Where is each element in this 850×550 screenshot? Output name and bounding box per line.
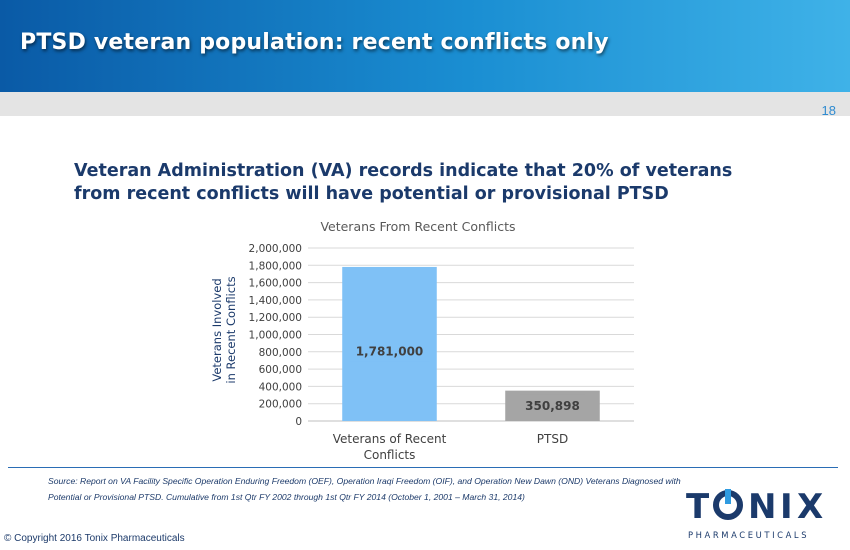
y-tick-label: 800,000 [259, 347, 302, 359]
logo-subtext: PHARMACEUTICALS [688, 530, 809, 540]
title-banner: PTSD veteran population: recent conflict… [0, 0, 850, 92]
y-tick-label: 1,200,000 [249, 312, 302, 324]
y-axis-title-line: Veterans Involved [210, 278, 224, 381]
source-note: Source: Report on VA Facility Specific O… [48, 476, 681, 502]
svg-text:N: N [748, 487, 776, 527]
y-tick-label: 2,000,000 [249, 243, 302, 255]
y-tick-label: 600,000 [259, 364, 302, 376]
y-tick-label: 1,400,000 [249, 295, 302, 307]
page-number: 18 [821, 103, 836, 118]
data-label: 350,898 [525, 399, 580, 413]
chart-title: Veterans From Recent Conflicts [320, 219, 515, 234]
y-tick-label: 0 [295, 416, 302, 428]
data-label-box [519, 394, 586, 416]
y-tick-label: 1,600,000 [249, 278, 302, 290]
sub-banner [0, 92, 850, 116]
slide-title: PTSD veteran population: recent conflict… [20, 30, 609, 55]
svg-text:I: I [780, 487, 793, 527]
x-category-label: Conflicts [364, 448, 416, 462]
bar-chart: Veterans From Recent Conflicts 0 200,000 40… [210, 219, 634, 462]
y-tick-label: 1,000,000 [249, 330, 302, 342]
y-axis-title-line: in Recent Conflicts [224, 276, 238, 383]
tonix-logo: T N I X PHARMACEUTICALS [686, 487, 823, 540]
svg-text:X: X [797, 487, 823, 527]
x-category-label: Veterans of Recent [333, 432, 447, 446]
y-tick-label: 200,000 [259, 399, 302, 411]
x-category-label: PTSD [537, 432, 568, 446]
footer-divider [8, 467, 838, 468]
copyright-text: © Copyright 2016 Tonix Pharmaceuticals [4, 533, 185, 544]
data-label: 1,781,000 [356, 345, 424, 359]
headline-text: Veteran Administration (VA) records indi… [74, 161, 733, 204]
data-label-box [349, 340, 430, 362]
svg-text:T: T [686, 487, 710, 527]
y-tick-label: 1,800,000 [249, 260, 302, 272]
y-tick-label: 400,000 [259, 381, 302, 393]
y-axis-title: Veterans Involved in Recent Conflicts [210, 276, 238, 383]
